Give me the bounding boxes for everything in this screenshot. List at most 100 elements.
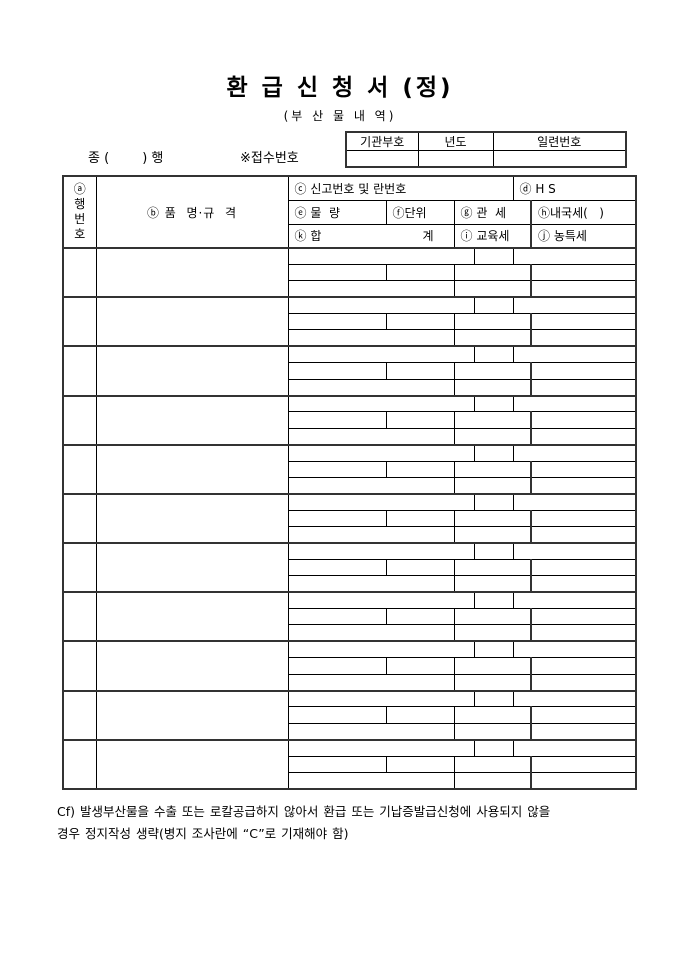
cell-quantity [287,608,387,626]
col-header-customs-duty: ⓖ 관 세 [453,199,533,225]
cell-item-name-spec [95,640,289,692]
ref-header-year: 년도 [417,131,494,151]
line-item-subrow-declaration [62,640,637,692]
cell-declaration-number [287,444,475,462]
cell-unit [385,362,455,380]
cell-quantity [287,460,387,478]
cell-hs-code [512,395,637,413]
cell-row-number [62,640,97,692]
ref-header-agency-code: 기관부호 [345,131,419,151]
row-number-header-char2: 번 [74,212,86,226]
row-number-header-glyph: ⓐ [73,182,86,196]
cell-hs-code [512,640,637,659]
line-item-subrow-declaration [62,739,637,790]
cell-customs-duty [453,362,533,380]
line-item-row-group [62,739,637,790]
total-header-label: ⓚ 합 [294,229,322,244]
line-item-subrow-declaration [62,296,637,347]
line-item-row-group [62,444,637,495]
line-item-subrow-declaration [62,591,637,642]
cell-customs-duty [453,706,533,724]
cell-customs-duty [453,313,533,331]
cell-customs-duty [453,558,533,577]
cell-domestic-tax [530,509,637,528]
line-item-row-group [62,493,637,544]
cell-customs-duty [453,509,533,528]
cell-domestic-tax [530,755,637,774]
cell-unit [385,313,455,331]
cell-quantity [287,362,387,380]
col-header-row-number: ⓐ 행 번 호 [62,175,97,249]
ref-header-serial-number: 일련번호 [492,131,627,151]
cell-customs-duty [453,657,533,675]
cell-lane-number [473,444,514,462]
cell-item-name-spec [95,542,289,593]
cell-lane-number [473,690,514,708]
cell-total [287,722,455,741]
cell-agriculture-special-tax [530,722,637,741]
cell-lane-number [473,739,514,757]
cell-declaration-number [287,739,475,757]
line-item-row-group [62,690,637,741]
cell-customs-duty [453,608,533,626]
cell-quantity [287,706,387,724]
cell-declaration-number [287,247,475,265]
line-item-row-group [62,542,637,593]
cell-agriculture-special-tax [530,575,637,593]
line-item-row-group [62,591,637,642]
cell-quantity [287,263,387,282]
cell-unit [385,755,455,774]
cell-domestic-tax [530,558,637,577]
row-number-header-char3: 호 [74,227,86,241]
cell-total [287,771,455,790]
cell-unit [385,558,455,577]
cell-hs-code [512,493,637,511]
cell-education-tax [453,624,533,642]
cell-total [287,280,455,298]
cell-unit [385,460,455,478]
cell-lane-number [473,395,514,413]
cell-item-name-spec [95,739,289,790]
cell-total [287,476,455,495]
cell-item-name-spec [95,296,289,347]
cell-education-tax [453,329,533,347]
cell-domestic-tax [530,362,637,380]
line-items-table: ⓐ 행 번 호 ⓑ 품 명·규 격 ⓒ 신고번호 및 란번호 ⓓ H S ⓔ 물… [62,175,638,790]
cell-lane-number [473,542,514,560]
cell-agriculture-special-tax [530,526,637,544]
line-item-subrow-amounts [63,509,637,528]
line-item-subrow-amounts [63,263,637,282]
cell-quantity [287,313,387,331]
line-item-row-group [62,247,637,298]
cell-hs-code [512,296,637,315]
col-header-declaration-number: ⓒ 신고번호 및 란번호 [287,175,514,201]
footnote: Cf) 발생부산물을 수출 또는 로칼공급하지 않아서 환급 또는 기납증발급신… [57,801,639,844]
row-number-header-char1: 행 [74,197,86,211]
cell-declaration-number [287,591,475,610]
cell-declaration-number [287,690,475,708]
line-count-label: 종 ( ) 행 [88,151,164,166]
cell-domestic-tax [530,608,637,626]
cell-education-tax [453,378,533,397]
cell-customs-duty [453,460,533,478]
form-title: 환 급 신 청 서 (정) [226,75,454,101]
cell-domestic-tax [530,313,637,331]
form-subtitle: (부 산 물 내 역) [283,109,397,123]
cell-unit [385,706,455,724]
cell-row-number [62,247,97,298]
line-item-subrow-declaration [62,247,637,298]
cell-item-name-spec [95,591,289,642]
cell-domestic-tax [530,706,637,724]
cell-lane-number [473,493,514,511]
col-header-domestic-tax: ⓗ내국세( ) [530,199,637,225]
cell-quantity [287,755,387,774]
col-header-agriculture-special-tax: ⓙ 농특세 [530,223,637,249]
cell-total [287,624,455,642]
cell-agriculture-special-tax [530,427,637,446]
col-header-total: ⓚ 합 계 [287,223,455,249]
line-item-subrow-amounts [63,411,637,429]
cell-declaration-number [287,640,475,659]
cell-agriculture-special-tax [530,280,637,298]
cell-unit [385,509,455,528]
